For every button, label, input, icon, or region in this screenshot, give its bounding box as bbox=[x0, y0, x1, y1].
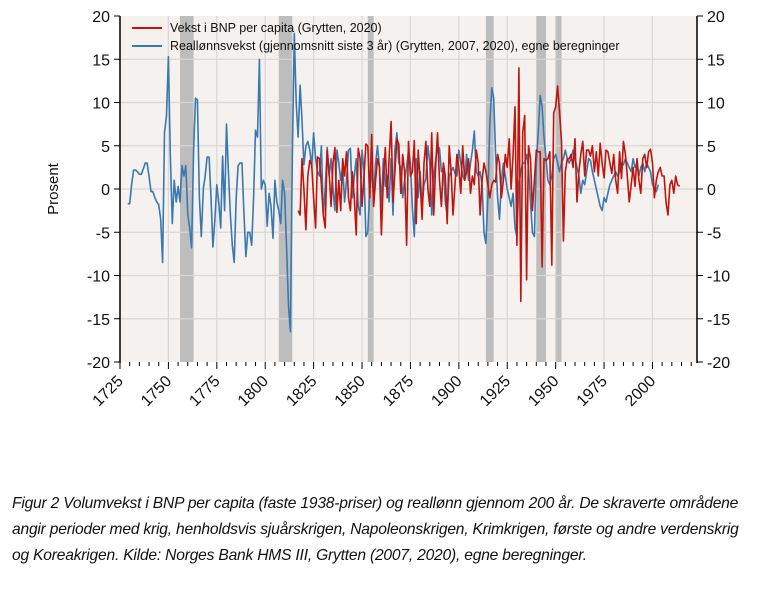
y-tick-label-right: -5 bbox=[707, 225, 721, 242]
legend-label-gdp: Vekst i BNP per capita (Grytten, 2020) bbox=[170, 21, 382, 35]
y-tick-label-right: 15 bbox=[707, 52, 725, 69]
y-tick-label-right: -10 bbox=[707, 269, 730, 286]
x-tick-label: 1925 bbox=[477, 373, 514, 410]
y-axis-right: -20 -15 -10 -5 0 5 10 15 20 bbox=[697, 9, 730, 372]
x-tick-label: 1725 bbox=[90, 373, 127, 410]
x-tick-label: 2000 bbox=[622, 373, 659, 410]
y-tick-label-left: -15 bbox=[87, 312, 110, 329]
y-tick-label-right: -15 bbox=[707, 312, 730, 329]
y-tick-label-left: 15 bbox=[92, 52, 110, 69]
x-tick-label: 1950 bbox=[525, 373, 562, 410]
y-tick-label-right: 20 bbox=[707, 9, 725, 26]
y-axis-left: -20 -15 -10 -5 0 5 10 15 20 bbox=[87, 9, 120, 372]
series-line-reallonn bbox=[127, 32, 660, 333]
y-tick-label-left: -10 bbox=[87, 269, 110, 286]
y-tick-label-left: -5 bbox=[96, 225, 110, 242]
y-tick-label-right: 5 bbox=[707, 139, 716, 156]
y-tick-label-left: 10 bbox=[92, 96, 110, 113]
x-tick-label: 1900 bbox=[428, 373, 465, 410]
series-line-bnp bbox=[297, 67, 681, 303]
x-tick-label: 1975 bbox=[574, 373, 611, 410]
y-tick-label-right: -20 bbox=[707, 355, 730, 372]
y-axis-label: Prosent bbox=[45, 162, 62, 215]
x-tick-label: 1875 bbox=[380, 373, 417, 410]
x-tick-label: 1825 bbox=[283, 373, 320, 410]
y-tick-label-left: 20 bbox=[92, 9, 110, 26]
legend-label-wage: Reallønnsvekst (gjennomsnitt siste 3 år)… bbox=[170, 39, 620, 53]
x-tick-label: 1800 bbox=[235, 373, 272, 410]
figure-caption: Figur 2 Volumvekst i BNP per capita (fas… bbox=[12, 495, 739, 564]
legend: Vekst i BNP per capita (Grytten, 2020) R… bbox=[132, 21, 620, 53]
x-axis: 1725 1750 1775 1800 1825 1850 1875 1900 1925 1950… bbox=[90, 362, 692, 410]
series-lines bbox=[127, 32, 681, 333]
y-tick-label-right: 0 bbox=[707, 182, 716, 199]
x-tick-label: 1750 bbox=[138, 373, 175, 410]
x-tick-label: 1850 bbox=[332, 373, 369, 410]
x-tick-label: 1775 bbox=[186, 373, 223, 410]
y-tick-label-left: 5 bbox=[101, 139, 110, 156]
y-tick-label-right: 10 bbox=[707, 96, 725, 113]
y-tick-label-left: 0 bbox=[101, 182, 110, 199]
y-tick-label-left: -20 bbox=[87, 355, 110, 372]
